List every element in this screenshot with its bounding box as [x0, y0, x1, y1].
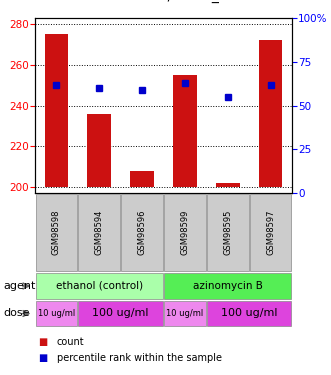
- Text: GSM98597: GSM98597: [266, 210, 275, 255]
- Text: GSM98595: GSM98595: [223, 210, 232, 255]
- Text: GDS2050 / 8351_at: GDS2050 / 8351_at: [98, 0, 233, 3]
- Text: 10 ug/ml: 10 ug/ml: [38, 309, 75, 318]
- Text: 100 ug/ml: 100 ug/ml: [221, 309, 277, 318]
- Text: agent: agent: [3, 281, 36, 291]
- Text: GSM98599: GSM98599: [180, 210, 189, 255]
- Text: ■: ■: [38, 353, 48, 363]
- Text: percentile rank within the sample: percentile rank within the sample: [57, 353, 221, 363]
- Bar: [87, 114, 111, 187]
- Text: GSM98598: GSM98598: [52, 210, 61, 255]
- Text: GSM98594: GSM98594: [95, 210, 104, 255]
- Text: ethanol (control): ethanol (control): [56, 281, 143, 291]
- Bar: [259, 40, 282, 187]
- Text: azinomycin B: azinomycin B: [193, 281, 263, 291]
- Text: count: count: [57, 337, 84, 347]
- Text: 10 ug/ml: 10 ug/ml: [166, 309, 204, 318]
- Text: dose: dose: [3, 309, 30, 318]
- Text: GSM98596: GSM98596: [138, 210, 147, 255]
- Bar: [45, 34, 68, 187]
- Bar: [173, 75, 197, 187]
- Bar: [216, 183, 240, 187]
- Text: ■: ■: [38, 337, 48, 347]
- Bar: [130, 171, 154, 187]
- Text: 100 ug/ml: 100 ug/ml: [92, 309, 149, 318]
